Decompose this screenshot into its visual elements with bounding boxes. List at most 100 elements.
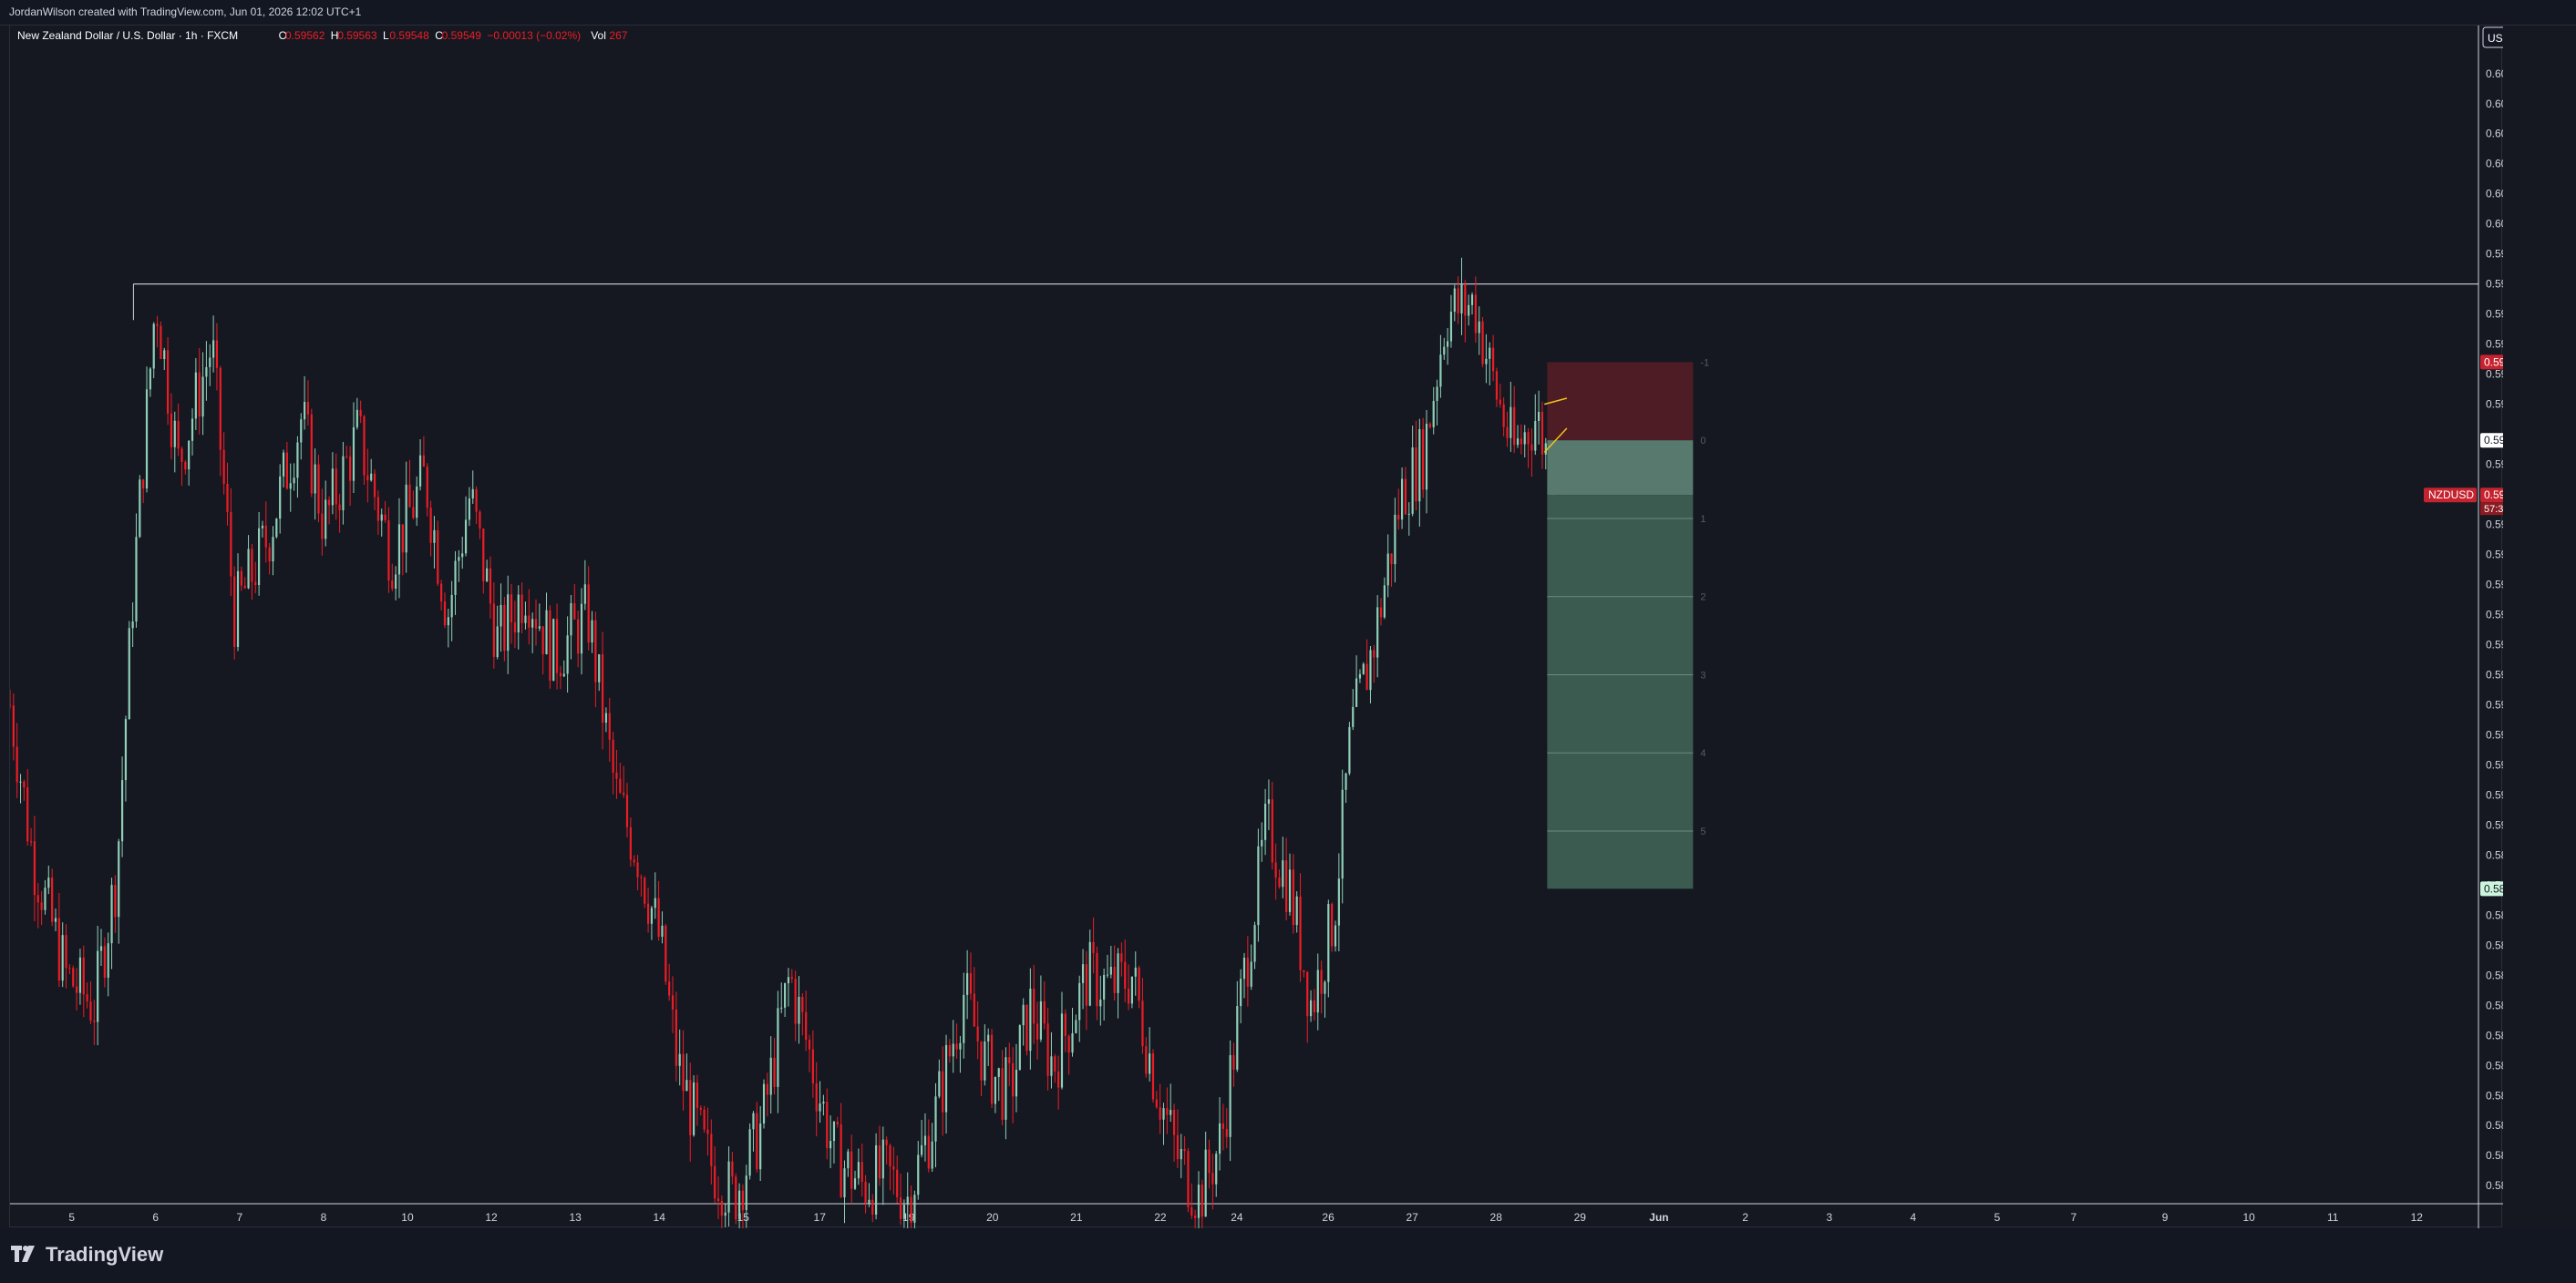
candle-body xyxy=(955,1043,958,1050)
x-tick-label: 10 xyxy=(2242,1211,2255,1224)
candle-body xyxy=(1418,429,1421,502)
candle-body xyxy=(1099,999,1102,1007)
candle-body xyxy=(1127,989,1130,1004)
candle-body xyxy=(524,615,527,623)
candle-body xyxy=(1295,896,1298,926)
candle-body xyxy=(68,968,71,970)
x-tick-label: 12 xyxy=(2411,1211,2424,1224)
price-chart[interactable]: New Zealand Dollar / U.S. Dollar · 1h · … xyxy=(10,26,2503,1228)
candle-body xyxy=(300,419,303,443)
x-tick-label: 28 xyxy=(1490,1211,1503,1224)
candle-body xyxy=(191,418,194,441)
candle-body xyxy=(1130,976,1134,1004)
candle-body xyxy=(1109,967,1112,975)
candle-body xyxy=(665,925,667,982)
candle-body xyxy=(15,746,18,783)
candle-body xyxy=(1397,514,1400,520)
candle-body xyxy=(149,368,151,390)
legend-h-value: 0.59563 xyxy=(337,29,377,42)
candle-body xyxy=(359,409,362,416)
candle-body xyxy=(931,1141,933,1169)
candle-body xyxy=(826,1102,829,1149)
candle-body xyxy=(552,619,555,681)
candle-body xyxy=(65,935,67,969)
candle-body xyxy=(1057,1071,1060,1088)
candle-body xyxy=(822,1102,825,1103)
candle-body xyxy=(608,713,611,740)
candle-body xyxy=(923,1135,927,1145)
candle-body xyxy=(1495,371,1499,400)
candle-body xyxy=(1530,444,1533,451)
candle-body xyxy=(124,719,128,781)
y-tick-label: 0.59300 xyxy=(2486,638,2503,651)
x-tick-label: 21 xyxy=(1070,1211,1083,1224)
candle-body xyxy=(405,484,407,553)
candle-body xyxy=(601,654,604,724)
chart-panel[interactable]: New Zealand Dollar / U.S. Dollar · 1h · … xyxy=(9,25,2503,1228)
candle-body xyxy=(261,525,264,529)
candle-body xyxy=(1194,1215,1197,1218)
candle-body xyxy=(623,793,625,795)
candle-body xyxy=(878,1144,881,1179)
candle-body xyxy=(1092,941,1095,953)
candle-body xyxy=(860,1162,863,1182)
last-price-label: 0.59549 xyxy=(2484,488,2503,501)
candle-body xyxy=(1008,1057,1011,1063)
candle-body xyxy=(236,570,240,647)
x-tick-label: 29 xyxy=(1574,1211,1587,1224)
candle-body xyxy=(212,340,215,358)
entry-price-label: 0.59640 xyxy=(2484,434,2503,446)
candle-body xyxy=(1149,1053,1151,1074)
last-price-label-bg xyxy=(2480,488,2503,503)
candle-body xyxy=(325,499,327,539)
candle-body xyxy=(591,620,593,643)
candle-body xyxy=(808,1040,811,1050)
candle-body xyxy=(1183,1148,1186,1152)
candle-body xyxy=(737,1190,741,1220)
r-level-label: 2 xyxy=(1700,592,1705,603)
candle-body xyxy=(72,968,75,987)
candle-body xyxy=(1513,406,1516,446)
x-tick-label: 13 xyxy=(569,1211,582,1224)
y-tick-label: 0.59000 xyxy=(2486,818,2503,831)
candle-body xyxy=(1415,446,1417,502)
y-tick-label: 0.60250 xyxy=(2486,67,2503,80)
candle-body xyxy=(541,626,544,655)
candle-body xyxy=(692,1082,696,1135)
symbol-title: New Zealand Dollar / U.S. Dollar · 1h · … xyxy=(17,29,238,42)
candle-body xyxy=(1113,967,1116,993)
candle-body xyxy=(966,973,969,995)
countdown-bg xyxy=(2480,502,2503,516)
candle-body xyxy=(1106,974,1109,976)
y-tick-label: 0.58450 xyxy=(2486,1149,2503,1162)
candle-body xyxy=(275,518,278,538)
x-tick-label: 12 xyxy=(485,1211,498,1224)
candle-body xyxy=(1320,970,1323,994)
candle-body xyxy=(1352,706,1355,727)
candle-body xyxy=(534,619,538,629)
candle-body xyxy=(716,1198,720,1202)
candle-body xyxy=(86,994,88,1001)
y-tick-label: 0.59950 xyxy=(2486,248,2503,261)
candle-body xyxy=(580,603,583,654)
candle-body xyxy=(829,1141,832,1149)
x-tick-label: 5 xyxy=(1994,1211,2001,1224)
candle-body xyxy=(40,902,43,910)
candle-body xyxy=(696,1082,699,1108)
candle-body xyxy=(335,468,337,505)
candle-body xyxy=(748,1129,751,1176)
brand[interactable]: TradingView xyxy=(11,1241,163,1268)
candle-body xyxy=(762,1083,766,1124)
candle-body xyxy=(10,704,12,706)
candle-body xyxy=(289,483,292,489)
candle-body xyxy=(215,340,219,368)
candle-body xyxy=(272,537,274,562)
candle-body xyxy=(1096,952,1098,1007)
candle-body xyxy=(671,995,675,1010)
candle-body xyxy=(240,570,242,586)
candle-body xyxy=(836,1121,839,1124)
x-tick-label: 26 xyxy=(1322,1211,1334,1224)
candle-body xyxy=(1033,989,1036,1024)
candle-body xyxy=(868,1199,871,1204)
candle-body xyxy=(731,1161,734,1177)
